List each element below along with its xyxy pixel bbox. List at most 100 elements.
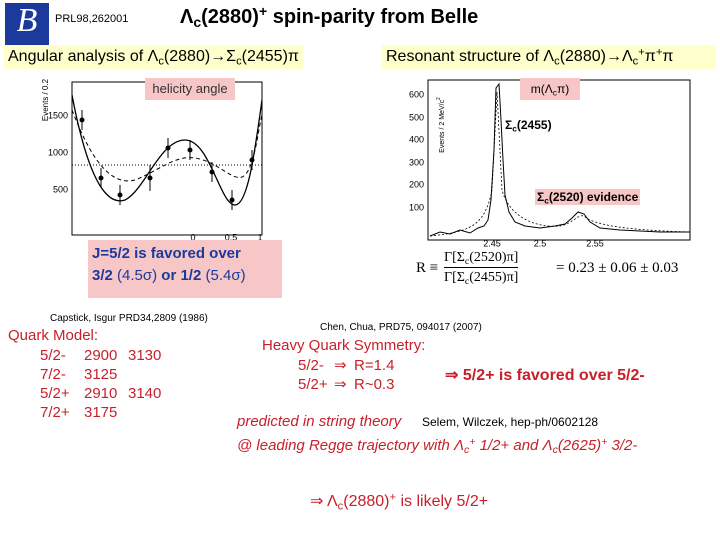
y-tick-label: 400	[409, 134, 424, 144]
x-axis-label: m(Λcπ)	[520, 78, 580, 100]
table-row: 7/2+ 3175	[40, 403, 172, 422]
table-cell: 7/2-	[40, 366, 66, 383]
text-part: J=5/2 is favored over	[92, 245, 241, 262]
text-part: (2455)	[516, 118, 552, 132]
string-theory: predicted in string theory	[237, 413, 402, 430]
text-part: π	[662, 48, 674, 65]
table-cell: 3175	[84, 404, 118, 421]
x-tick-label: 2.45	[483, 238, 501, 248]
string-detail: @ leading Regge trajectory with Λc+ 1/2+…	[237, 435, 638, 457]
table-cell: 5/2-	[298, 357, 324, 374]
y-axis-label: Events / 0.2	[41, 78, 50, 121]
text-part: 1/2+ and Λ	[475, 437, 553, 454]
text-part: 3/2-	[607, 437, 638, 454]
text-part: 3/2	[92, 267, 113, 284]
text-part: 2	[436, 97, 442, 100]
text-part: c	[158, 55, 164, 68]
y-tick-label: 1500	[48, 110, 68, 120]
text-part: (2880)→Σ	[163, 48, 237, 65]
table-cell: 3125	[84, 366, 118, 383]
text-part: Λ	[180, 6, 194, 28]
citation: Chen, Chua, PRD75, 094017 (2007)	[320, 322, 482, 333]
table-row: 5/2+ 2910 3140	[40, 384, 172, 403]
logo-box	[5, 3, 49, 45]
table-row: 5/2+ ⇒ R~0.3	[298, 375, 414, 394]
text-part: +	[655, 46, 663, 59]
y-tick-label: 200	[409, 179, 424, 189]
quark-model-label: Quark Model:	[8, 327, 99, 344]
text-part: m(Λ	[530, 82, 553, 96]
conclusion-box: J=5/2 is favored over 3/2 (4.5σ) or 1/2 (…	[88, 240, 282, 298]
logo: B	[17, 2, 38, 39]
table-row: 5/2- 2900 3130	[40, 346, 172, 365]
table-cell: 3130	[128, 347, 162, 364]
text-part: R ≡	[416, 260, 439, 276]
text-part: c	[337, 500, 344, 513]
text-part: Γ[Σ	[444, 250, 465, 265]
hqs-table: 5/2- ⇒ R=1.4 5/2+ ⇒ R~0.3	[298, 356, 414, 394]
table-cell: 5/2-	[40, 347, 66, 364]
text-part: c	[544, 195, 549, 206]
text-part: (2520) evidence	[548, 190, 639, 204]
table-cell: 7/2+	[40, 404, 70, 421]
x-tick-label: 0	[190, 232, 195, 242]
text-part: (2455)π	[241, 48, 299, 65]
table-row: 7/2- 3125	[40, 365, 172, 384]
text-part: +	[469, 435, 476, 448]
x-axis-label: helicity angle	[145, 78, 235, 100]
text-part: c	[193, 14, 202, 31]
text-part: π	[644, 48, 656, 65]
text-part: c	[554, 55, 560, 68]
text-part: (2520)π]	[469, 250, 519, 265]
citation: Capstick, Isgur PRD34,2809 (1986)	[50, 313, 208, 324]
text-part: (2455)π]	[469, 270, 519, 285]
y-tick-label: 500	[53, 184, 68, 194]
text-part: (2880)	[343, 493, 390, 510]
x-tick-label: 0.5	[225, 232, 238, 242]
text-part: +	[389, 491, 397, 504]
text-part: c	[464, 444, 470, 457]
citation: Selem, Wilczek, hep-ph/0602128	[422, 415, 599, 429]
text-part: c	[552, 87, 557, 98]
x-tick-label: 2.55	[586, 238, 604, 248]
text-part: Resonant structure of Λ	[386, 48, 555, 65]
peak-label: Σc(2455)	[505, 118, 552, 134]
text-part: Angular analysis of Λ	[8, 48, 159, 65]
text-part: c	[512, 123, 517, 134]
reference: PRL98,262001	[55, 13, 129, 25]
table-cell: ⇒	[334, 357, 347, 374]
text-part: c	[464, 275, 470, 287]
text-part: π)	[556, 82, 570, 96]
left-heading: Angular analysis of Λc(2880)→Σc(2455)π	[4, 45, 303, 69]
text-part: c	[552, 444, 558, 457]
y-axis-label: Events / 2 MeV/c2	[436, 97, 446, 153]
text-part: (2880)→Λ	[559, 48, 633, 65]
text-part: ⇒ Λ	[310, 493, 338, 510]
x-tick-label: 1	[257, 232, 262, 242]
text-part: (2625)	[557, 437, 602, 454]
table-row: 5/2- ⇒ R=1.4	[298, 356, 414, 375]
left-plot: 1500 1000 500 0 0.5 1 Events / 0.2	[41, 78, 263, 242]
ratio-box: R ≡ Γ[Σc(2520)π] Γ[Σc(2455)π] = 0.23 ± 0…	[416, 250, 690, 290]
text-part: +	[601, 435, 608, 448]
table-cell: 2900	[84, 347, 118, 364]
text-part: c	[632, 55, 639, 68]
text-part: Σ	[537, 190, 545, 204]
text-part: +	[638, 46, 645, 59]
table-cell: 5/2+	[298, 376, 328, 393]
text-part: +	[258, 3, 268, 19]
text-part: @ leading Regge trajectory with Λ	[237, 437, 465, 454]
table-cell: R~0.3	[354, 376, 395, 393]
text-part: Γ[Σ	[444, 270, 465, 285]
y-tick-label: 600	[409, 89, 424, 99]
hqs-conclusion: ⇒ 5/2+ is favored over 5/2-	[445, 367, 645, 384]
y-tick-label: 500	[409, 112, 424, 122]
x-tick-label: 2.5	[534, 238, 547, 248]
right-plot: 600 500 400 300 200 100 2.45 2.5 2.55 Ev…	[409, 79, 691, 248]
text-part: (2880)	[201, 6, 259, 28]
right-heading: Resonant structure of Λc(2880)→Λc+π+π	[382, 45, 716, 69]
text-part: spin-parity from Belle	[267, 6, 479, 28]
y-tick-label: 100	[409, 202, 424, 212]
